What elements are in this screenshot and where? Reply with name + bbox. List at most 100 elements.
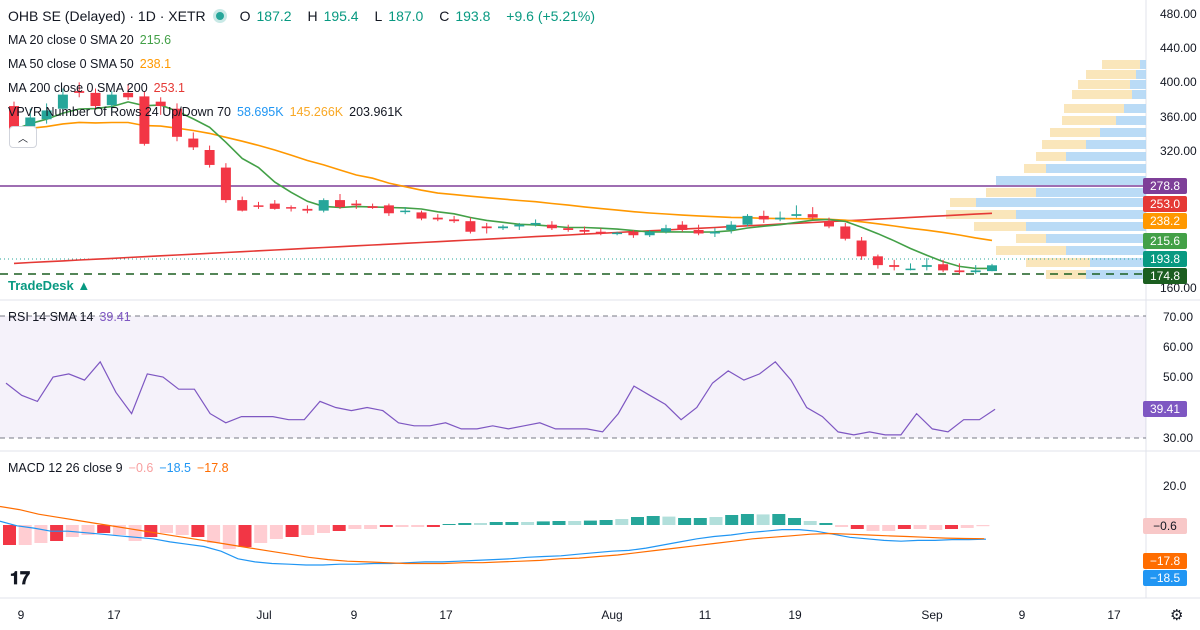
rsi-legend[interactable]: RSI 14 SMA 14 39.41 (8, 310, 131, 324)
macd-histogram-bar (238, 525, 252, 547)
vpvr-row-up (950, 198, 976, 207)
rsi-band (0, 316, 1146, 438)
market-status-icon (215, 12, 224, 20)
candle-body (775, 217, 786, 220)
vpvr-legend[interactable]: VPVR Number Of Rows 24 Up/Down 70 58.695… (8, 105, 403, 119)
macd-histogram-bar (583, 520, 597, 525)
vpvr-row-up (1050, 128, 1100, 137)
price-tag-ma20: 215.6 (1143, 233, 1187, 249)
vpvr-row-up (1024, 164, 1046, 173)
macd-histogram-bar (144, 525, 158, 537)
symbol-title[interactable]: OHB SE (Delayed) · 1D · XETR (8, 8, 206, 24)
vpvr-row-down (1130, 80, 1146, 89)
candle-body (351, 203, 362, 206)
change-readout: +9.6 (+5.21%) (506, 8, 596, 24)
macd-histogram-bar (191, 525, 205, 537)
macd-histogram-bar (442, 524, 456, 525)
candle-body (383, 205, 394, 214)
candle-body (400, 210, 411, 213)
vpvr-row-up (1072, 90, 1132, 99)
macd-histogram-bar (207, 525, 221, 543)
ma20-legend[interactable]: MA 20 close 0 SMA 20 215.6 (8, 33, 172, 47)
candle-body (57, 94, 68, 109)
candle-body (514, 224, 525, 227)
tradedesk-label[interactable]: TradeDesk ▲ (8, 278, 91, 293)
macd-histogram-bar (882, 525, 896, 531)
macd-histogram-bar (458, 523, 472, 525)
price-tag-ma200: 253.0 (1143, 196, 1187, 212)
macd-tag-macd: −18.5 (1143, 570, 1187, 586)
macd-histogram-bar (348, 525, 362, 529)
vpvr-row-down (1140, 60, 1146, 69)
macd-histogram-bar (945, 525, 958, 529)
vpvr-row-up (996, 246, 1066, 255)
gear-icon[interactable]: ⚙ (1170, 607, 1184, 624)
candle-body (889, 265, 900, 267)
candle-body (74, 91, 85, 93)
chevron-up-icon: ︿ (18, 133, 28, 145)
candle-body (335, 200, 345, 208)
macd-histogram-bar (474, 523, 487, 525)
macd-histogram-bar (788, 518, 801, 525)
vpvr-row-down (996, 176, 1146, 185)
signal-line (0, 505, 985, 565)
candle-body (546, 224, 557, 229)
macd-histogram-bar (50, 525, 64, 541)
time-tick: 11 (698, 608, 712, 622)
macd-histogram-bar (631, 517, 644, 525)
candle-body (318, 200, 329, 211)
price-tick: 480.00 (1160, 7, 1197, 21)
price-tick: 440.00 (1160, 41, 1197, 55)
vpvr-row-down (1124, 104, 1146, 113)
vpvr-row-down (1116, 116, 1146, 125)
price-tick: 360.00 (1160, 110, 1197, 124)
vpvr-row-up (1086, 70, 1136, 79)
ma50-legend[interactable]: MA 50 close 0 SMA 50 238.1 (8, 57, 172, 71)
tradingview-logo-icon[interactable]: 𝟏𝟕 (10, 568, 31, 588)
vpvr-row-down (1086, 270, 1146, 279)
vpvr-row-down (1046, 234, 1146, 243)
macd-histogram-bar (521, 522, 535, 525)
macd-histogram-bar (552, 521, 566, 525)
macd-legend[interactable]: MACD 12 26 close 9 −0.6 −18.5 −17.8 (8, 461, 229, 475)
candle-body (269, 203, 280, 209)
candle-body (807, 214, 818, 218)
candle-body (25, 117, 36, 127)
macd-tag-hist: −0.6 (1143, 518, 1187, 534)
candle-body (758, 215, 769, 220)
collapse-legend-button[interactable]: ︿ (9, 126, 37, 148)
macd-histogram-bar (850, 525, 864, 529)
vpvr-row-down (1066, 246, 1146, 255)
price-tick: 320.00 (1160, 144, 1197, 158)
candle-body (416, 212, 427, 219)
candle-body (954, 270, 965, 273)
candle-body (172, 108, 182, 137)
macd-histogram-bar (756, 514, 770, 525)
macd-histogram-bar (599, 520, 613, 525)
macd-histogram-bar (364, 525, 378, 529)
macd-histogram-bar (222, 525, 236, 549)
macd-histogram-bar (772, 514, 786, 525)
ma200-legend[interactable]: MA 200 close 0 SMA 200 253.1 (8, 81, 185, 95)
price-tag-last: 193.8 (1143, 251, 1187, 267)
candle-body (921, 265, 932, 267)
vpvr-row-up (1062, 116, 1116, 125)
macd-histogram-bar (536, 521, 550, 525)
time-tick: Sep (921, 608, 943, 622)
candle-body (970, 270, 981, 273)
time-tick: Jul (256, 608, 272, 622)
rsi-tick: 70.00 (1163, 310, 1194, 324)
vpvr-row-up (1102, 60, 1140, 69)
candle-body (726, 224, 737, 230)
candle-body (938, 264, 949, 271)
candle-body (677, 224, 688, 230)
time-tick: 19 (788, 608, 802, 622)
time-tick: 9 (17, 608, 25, 622)
macd-tag-signal: −17.8 (1143, 553, 1187, 569)
macd-histogram-bar (112, 525, 126, 535)
macd-histogram-bar (254, 525, 268, 543)
vpvr-row-down (1066, 152, 1146, 161)
rsi-tick: 60.00 (1163, 340, 1194, 354)
candle-body (123, 92, 134, 98)
